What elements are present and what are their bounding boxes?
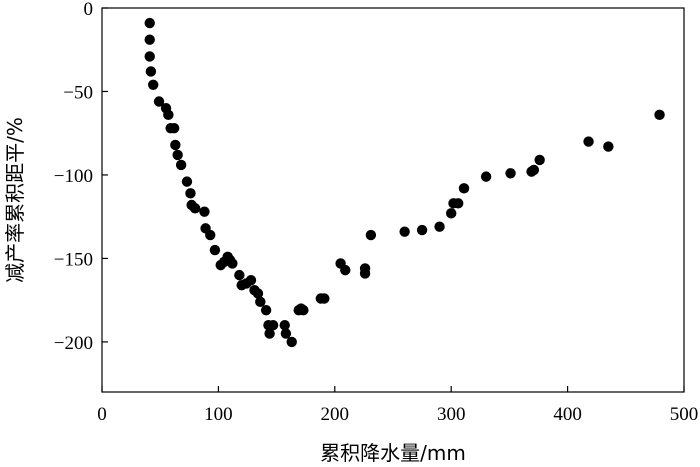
data-point xyxy=(416,224,428,236)
data-point xyxy=(181,176,193,187)
data-point xyxy=(144,17,155,29)
data-point xyxy=(654,109,665,121)
data-point xyxy=(365,229,377,241)
data-point xyxy=(199,206,210,217)
data-point xyxy=(359,263,371,274)
data-point xyxy=(434,221,445,232)
data-point xyxy=(260,304,272,316)
x-tick-label: 100 xyxy=(204,404,233,425)
data-point xyxy=(319,293,330,304)
x-axis: 0 100 200 300 400 500 xyxy=(97,386,698,425)
data-point xyxy=(505,168,516,179)
data-point xyxy=(286,336,297,348)
data-point xyxy=(446,208,457,219)
data-point xyxy=(185,188,196,199)
data-point xyxy=(583,136,594,147)
y-tick-label: −50 xyxy=(63,82,93,103)
y-axis: 0 −50 −100 −150 −200 xyxy=(54,0,108,354)
data-point xyxy=(172,149,183,161)
data-point xyxy=(234,269,245,281)
data-point xyxy=(279,320,290,331)
x-axis-title: 累积降水量/mm xyxy=(320,441,466,465)
data-point xyxy=(603,141,614,152)
data-point xyxy=(267,320,279,331)
data-point xyxy=(227,258,238,269)
data-point xyxy=(189,203,201,214)
data-point xyxy=(148,79,159,91)
data-point xyxy=(144,34,155,45)
data-point xyxy=(252,288,264,299)
data-point xyxy=(480,171,492,182)
y-tick-label: −200 xyxy=(54,333,93,354)
data-point xyxy=(458,183,470,194)
data-point xyxy=(534,154,545,166)
data-point xyxy=(399,226,410,237)
data-point xyxy=(168,123,180,134)
data-point xyxy=(245,274,257,286)
data-point xyxy=(209,244,221,256)
data-point xyxy=(264,328,275,339)
data-points xyxy=(144,17,665,348)
x-tick-label: 500 xyxy=(670,404,699,425)
data-point xyxy=(340,264,351,276)
data-point xyxy=(280,328,292,339)
data-point xyxy=(255,296,266,308)
x-tick-label: 300 xyxy=(437,404,466,425)
data-point xyxy=(205,229,216,241)
y-tick-label: −100 xyxy=(54,166,93,187)
x-tick-label: 400 xyxy=(553,404,582,425)
data-point xyxy=(170,139,181,151)
data-point xyxy=(528,164,540,176)
data-point xyxy=(175,159,187,171)
data-point xyxy=(298,304,309,316)
plot-area-frame xyxy=(101,7,685,393)
data-point xyxy=(153,96,165,107)
x-tick-label: 0 xyxy=(97,404,107,425)
y-tick-label: −150 xyxy=(54,249,93,270)
x-tick-label: 200 xyxy=(321,404,350,425)
data-point xyxy=(145,66,157,77)
y-tick-label: 0 xyxy=(84,0,94,20)
data-point xyxy=(452,198,464,209)
data-point xyxy=(163,109,174,121)
y-axis-title: 减产率累积距平/% xyxy=(3,117,27,283)
data-point xyxy=(144,51,155,62)
